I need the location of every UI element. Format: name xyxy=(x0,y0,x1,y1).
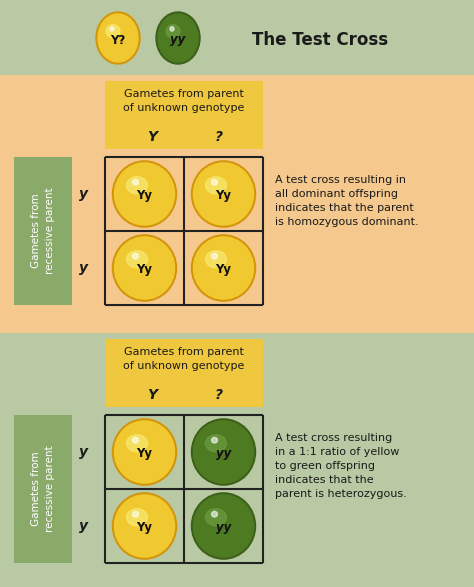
Text: Gametes from
recessive parent: Gametes from recessive parent xyxy=(31,188,55,274)
Ellipse shape xyxy=(211,511,218,517)
Text: Yy: Yy xyxy=(216,190,231,203)
Text: Yy: Yy xyxy=(137,190,153,203)
Ellipse shape xyxy=(115,421,174,483)
Bar xyxy=(14,157,72,305)
Ellipse shape xyxy=(170,27,174,31)
Ellipse shape xyxy=(191,235,255,301)
Ellipse shape xyxy=(115,163,174,225)
Ellipse shape xyxy=(156,12,200,64)
Ellipse shape xyxy=(211,180,218,185)
Ellipse shape xyxy=(206,435,227,452)
Text: y: y xyxy=(80,445,89,459)
Ellipse shape xyxy=(191,493,255,559)
Ellipse shape xyxy=(112,235,176,301)
Text: yy: yy xyxy=(216,447,231,460)
Ellipse shape xyxy=(211,437,218,443)
Ellipse shape xyxy=(193,421,254,483)
Text: y: y xyxy=(80,519,89,533)
Ellipse shape xyxy=(193,495,254,557)
Ellipse shape xyxy=(193,237,254,299)
Ellipse shape xyxy=(206,177,227,194)
Bar xyxy=(14,415,72,563)
Ellipse shape xyxy=(127,435,147,452)
Text: ?: ? xyxy=(215,130,223,144)
Ellipse shape xyxy=(112,419,176,485)
Ellipse shape xyxy=(191,161,255,227)
Text: Gametes from
recessive parent: Gametes from recessive parent xyxy=(31,446,55,532)
Ellipse shape xyxy=(206,251,227,268)
Text: Y: Y xyxy=(147,388,157,402)
Ellipse shape xyxy=(112,493,176,559)
Bar xyxy=(0,75,474,333)
Text: yy: yy xyxy=(170,33,186,46)
Ellipse shape xyxy=(166,25,180,38)
Text: yy: yy xyxy=(216,521,231,535)
Text: Yy: Yy xyxy=(137,264,153,276)
Text: Yy: Yy xyxy=(137,521,153,535)
Ellipse shape xyxy=(98,14,138,62)
Ellipse shape xyxy=(133,511,138,517)
Text: Gametes from parent
of unknown genotype: Gametes from parent of unknown genotype xyxy=(123,348,245,370)
Text: Yy: Yy xyxy=(137,447,153,460)
Text: y: y xyxy=(80,187,89,201)
Text: A test cross resulting in
all dominant offspring
indicates that the parent
is ho: A test cross resulting in all dominant o… xyxy=(275,175,419,227)
Bar xyxy=(105,81,263,149)
Ellipse shape xyxy=(96,12,140,64)
Bar xyxy=(0,333,474,587)
Ellipse shape xyxy=(127,509,147,526)
Text: ?: ? xyxy=(215,388,223,402)
Text: Yy: Yy xyxy=(216,264,231,276)
Ellipse shape xyxy=(193,163,254,225)
Text: y: y xyxy=(80,261,89,275)
Text: Y: Y xyxy=(147,130,157,144)
Ellipse shape xyxy=(211,254,218,259)
Ellipse shape xyxy=(133,254,138,259)
Ellipse shape xyxy=(115,495,174,557)
Ellipse shape xyxy=(191,419,255,485)
Ellipse shape xyxy=(133,437,138,443)
Text: Y?: Y? xyxy=(110,33,126,46)
Ellipse shape xyxy=(110,27,114,31)
Text: Gametes from parent
of unknown genotype: Gametes from parent of unknown genotype xyxy=(123,89,245,113)
Text: The Test Cross: The Test Cross xyxy=(252,31,388,49)
Ellipse shape xyxy=(127,177,147,194)
Bar xyxy=(105,339,263,407)
Text: A test cross resulting
in a 1:1 ratio of yellow
to green offspring
indicates tha: A test cross resulting in a 1:1 ratio of… xyxy=(275,433,407,499)
Ellipse shape xyxy=(158,14,198,62)
Ellipse shape xyxy=(106,25,120,38)
Ellipse shape xyxy=(133,180,138,185)
Ellipse shape xyxy=(112,161,176,227)
Ellipse shape xyxy=(115,237,174,299)
Ellipse shape xyxy=(127,251,147,268)
Ellipse shape xyxy=(206,509,227,526)
